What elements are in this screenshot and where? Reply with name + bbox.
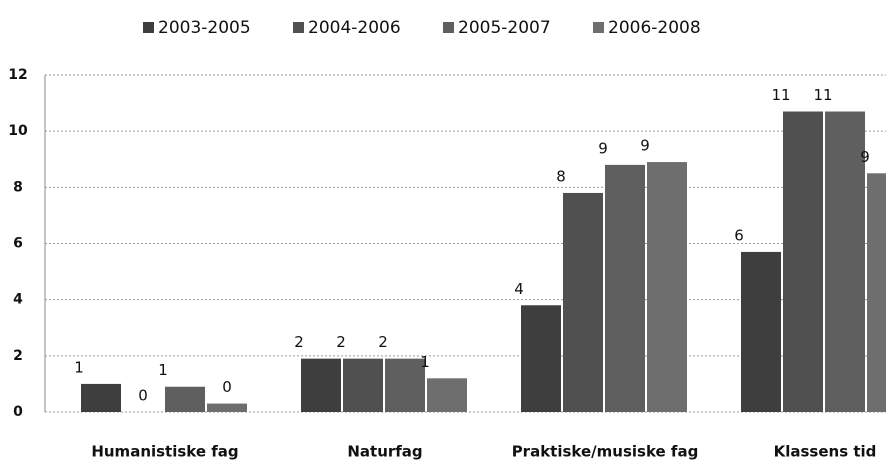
value-label: 6 — [734, 226, 744, 244]
value-label: 9 — [860, 148, 870, 166]
y-tick-label: 8 — [13, 179, 23, 195]
x-tick-label: Klassens tid — [774, 443, 877, 461]
value-label: 9 — [598, 139, 608, 157]
x-tick-label: Praktiske/musiske fag — [512, 443, 699, 461]
value-label: 1 — [74, 358, 84, 376]
bar — [521, 305, 561, 412]
value-label: 0 — [138, 387, 148, 405]
value-label: 11 — [813, 86, 832, 104]
bar — [647, 162, 687, 412]
legend-label: 2006-2008 — [608, 18, 701, 38]
value-label: 2 — [336, 333, 346, 351]
bar — [605, 164, 645, 412]
bar — [385, 358, 425, 412]
legend-swatch — [143, 22, 154, 33]
value-label: 0 — [222, 378, 232, 396]
legend-swatch — [593, 22, 604, 33]
y-tick-label: 4 — [13, 292, 23, 308]
legend-swatch — [293, 22, 304, 33]
value-label: 8 — [556, 167, 566, 185]
y-tick-label: 2 — [13, 348, 23, 364]
bar — [343, 358, 383, 412]
bar — [563, 192, 603, 412]
y-tick-label: 0 — [13, 404, 23, 420]
legend-label: 2003-2005 — [158, 18, 251, 38]
x-tick-label: Humanistiske fag — [91, 443, 238, 461]
y-tick-label: 12 — [8, 67, 27, 83]
y-tick-label: 10 — [8, 123, 28, 139]
y-tick-label: 6 — [13, 236, 23, 252]
bar — [825, 111, 865, 412]
x-tick-label: Naturfag — [347, 443, 422, 461]
bar — [427, 378, 467, 412]
bar — [867, 173, 886, 412]
legend-label: 2005-2007 — [458, 18, 551, 38]
bar — [783, 111, 823, 412]
value-label: 1 — [420, 353, 430, 371]
value-label: 1 — [158, 361, 168, 379]
bar — [81, 383, 121, 412]
legend-label: 2004-2006 — [308, 18, 401, 38]
bar — [165, 386, 205, 412]
value-label: 11 — [771, 86, 790, 104]
bar — [301, 358, 341, 412]
value-label: 2 — [294, 333, 304, 351]
value-label: 9 — [640, 137, 650, 155]
bar — [741, 251, 781, 412]
legend-swatch — [443, 22, 454, 33]
value-label: 2 — [378, 333, 388, 351]
value-label: 4 — [514, 280, 524, 298]
bar — [207, 403, 247, 412]
